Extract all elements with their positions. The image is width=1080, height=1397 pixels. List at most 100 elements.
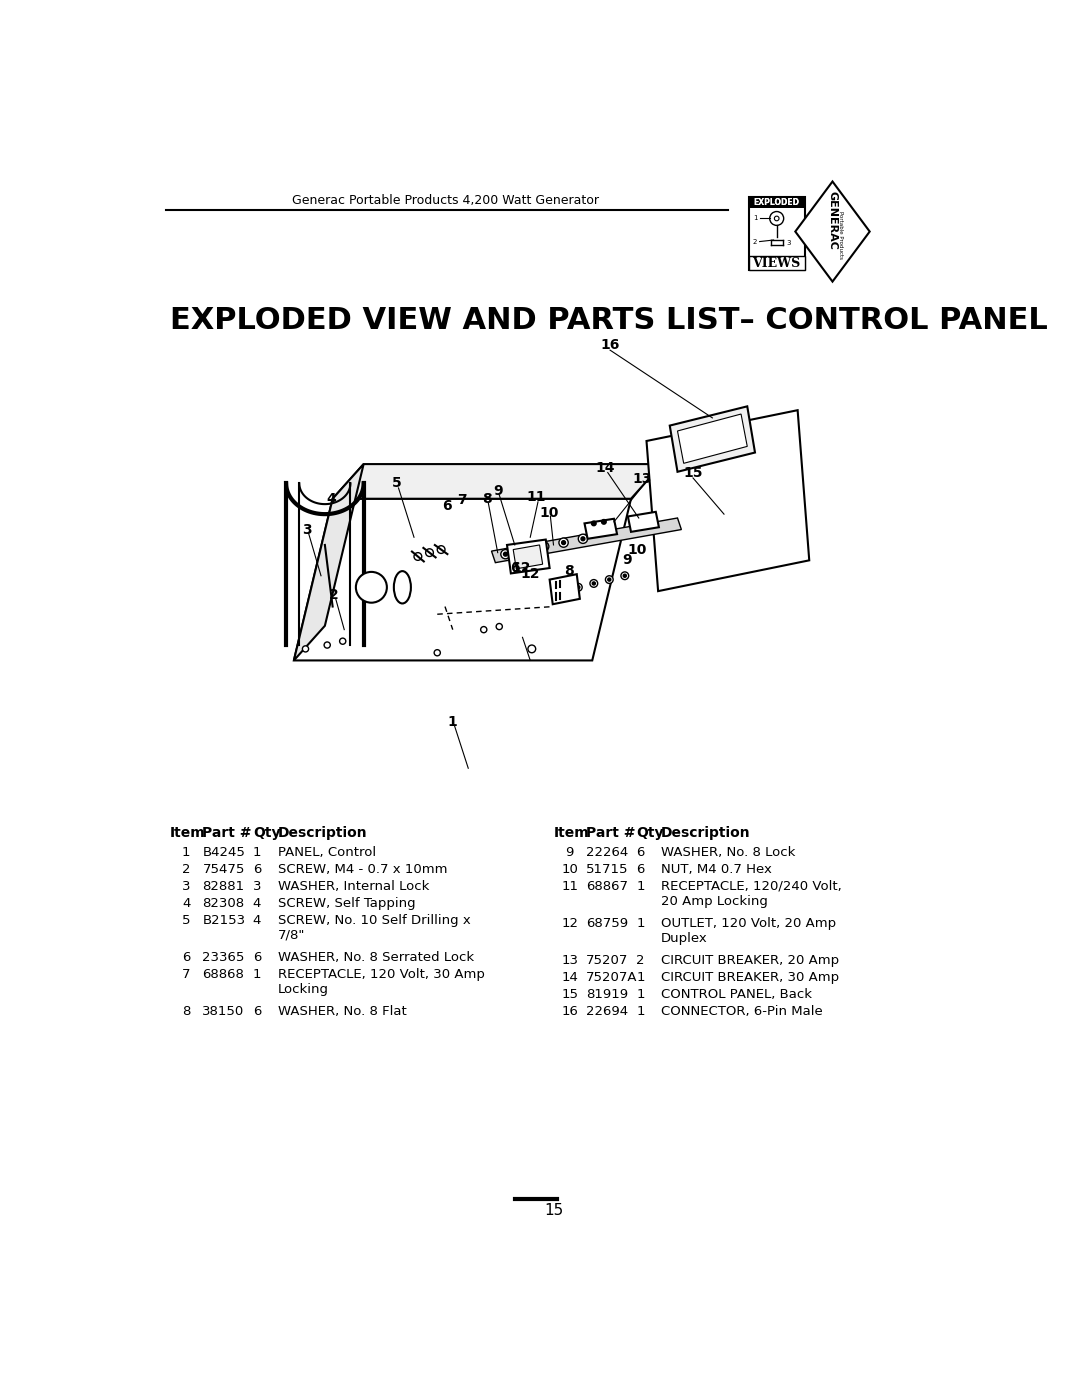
Text: EXPLODED VIEW AND PARTS LIST– CONTROL PANEL: EXPLODED VIEW AND PARTS LIST– CONTROL PA…	[170, 306, 1048, 335]
Circle shape	[606, 576, 613, 584]
Text: Part #: Part #	[202, 826, 252, 840]
Text: 3: 3	[786, 240, 791, 246]
Text: EXPLODED: EXPLODED	[754, 198, 799, 207]
Circle shape	[481, 627, 487, 633]
Text: Qty: Qty	[636, 826, 664, 840]
Circle shape	[575, 584, 582, 591]
Text: B4245: B4245	[202, 847, 245, 859]
Text: 9: 9	[492, 483, 502, 499]
Text: 5: 5	[181, 914, 190, 926]
Text: 3: 3	[253, 880, 261, 893]
Text: Portable Products: Portable Products	[838, 211, 842, 260]
Text: 1: 1	[636, 988, 645, 1000]
Text: 15: 15	[544, 1203, 563, 1218]
Circle shape	[770, 211, 784, 225]
Text: 7: 7	[457, 493, 467, 507]
Text: 11: 11	[562, 880, 578, 893]
Text: 68759: 68759	[586, 916, 629, 930]
Text: 5: 5	[392, 476, 402, 490]
Text: 6: 6	[636, 863, 645, 876]
Circle shape	[324, 643, 330, 648]
Text: 68867: 68867	[586, 880, 629, 893]
Text: 2: 2	[636, 954, 645, 967]
Text: 10: 10	[562, 863, 578, 876]
Circle shape	[559, 538, 568, 548]
Polygon shape	[513, 545, 542, 569]
Circle shape	[501, 549, 510, 559]
Text: GENERAC: GENERAC	[827, 190, 837, 250]
Text: 1: 1	[636, 916, 645, 930]
Circle shape	[592, 583, 595, 585]
Polygon shape	[294, 464, 364, 661]
Polygon shape	[294, 499, 631, 661]
Text: CIRCUIT BREAKER, 20 Amp: CIRCUIT BREAKER, 20 Amp	[661, 954, 839, 967]
Circle shape	[577, 585, 580, 588]
Text: 1: 1	[448, 715, 458, 729]
Text: 8: 8	[482, 492, 491, 506]
Polygon shape	[584, 518, 617, 539]
Circle shape	[602, 520, 606, 524]
Text: 14: 14	[596, 461, 616, 475]
Text: 2: 2	[329, 588, 339, 602]
Polygon shape	[627, 511, 659, 532]
Ellipse shape	[394, 571, 410, 604]
Circle shape	[437, 546, 445, 553]
Circle shape	[562, 541, 566, 545]
Text: 12: 12	[562, 916, 578, 930]
Circle shape	[774, 217, 779, 221]
Text: 12: 12	[511, 562, 530, 576]
Circle shape	[426, 549, 433, 556]
Circle shape	[540, 542, 549, 550]
Text: 6: 6	[443, 500, 453, 514]
Circle shape	[590, 580, 597, 587]
Text: 82881: 82881	[202, 880, 244, 893]
Circle shape	[356, 571, 387, 602]
Text: OUTLET, 120 Volt, 20 Amp
Duplex: OUTLET, 120 Volt, 20 Amp Duplex	[661, 916, 836, 944]
Circle shape	[496, 623, 502, 630]
Circle shape	[521, 546, 529, 555]
Circle shape	[523, 549, 527, 552]
Text: 1: 1	[181, 847, 190, 859]
Text: 8: 8	[564, 564, 573, 578]
Text: Item: Item	[554, 826, 589, 840]
Text: 6: 6	[181, 951, 190, 964]
Text: Description: Description	[661, 826, 751, 840]
Text: CONTROL PANEL, Back: CONTROL PANEL, Back	[661, 988, 812, 1000]
Text: 12: 12	[521, 567, 540, 581]
Text: 9: 9	[622, 553, 632, 567]
Text: 38150: 38150	[202, 1004, 245, 1017]
Circle shape	[339, 638, 346, 644]
Text: Generac Portable Products 4,200 Watt Generator: Generac Portable Products 4,200 Watt Gen…	[292, 194, 598, 207]
Text: 2: 2	[753, 239, 757, 244]
Circle shape	[542, 545, 546, 549]
Text: 22264: 22264	[586, 847, 629, 859]
Circle shape	[621, 571, 629, 580]
Text: CIRCUIT BREAKER, 30 Amp: CIRCUIT BREAKER, 30 Amp	[661, 971, 839, 983]
Text: SCREW, No. 10 Self Drilling x
7/8": SCREW, No. 10 Self Drilling x 7/8"	[278, 914, 471, 942]
Text: WASHER, No. 8 Serrated Lock: WASHER, No. 8 Serrated Lock	[278, 951, 474, 964]
Polygon shape	[670, 407, 755, 472]
Text: 16: 16	[600, 338, 620, 352]
Text: 13: 13	[562, 954, 578, 967]
Polygon shape	[333, 464, 662, 499]
Text: 1: 1	[253, 968, 261, 981]
Circle shape	[302, 645, 309, 652]
Text: PANEL, Control: PANEL, Control	[278, 847, 376, 859]
Text: 22694: 22694	[586, 1004, 629, 1017]
Text: 75207: 75207	[586, 954, 629, 967]
Text: 10: 10	[539, 506, 558, 520]
Text: 13: 13	[632, 472, 651, 486]
Polygon shape	[677, 414, 747, 464]
Circle shape	[503, 552, 508, 556]
Text: CONNECTOR, 6-Pin Male: CONNECTOR, 6-Pin Male	[661, 1004, 823, 1017]
Text: 8: 8	[181, 1004, 190, 1017]
Circle shape	[414, 553, 422, 560]
Text: 1: 1	[753, 215, 757, 222]
Text: RECEPTACLE, 120 Volt, 30 Amp
Locking: RECEPTACLE, 120 Volt, 30 Amp Locking	[278, 968, 485, 996]
Text: 2: 2	[181, 863, 190, 876]
Text: WASHER, No. 8 Flat: WASHER, No. 8 Flat	[278, 1004, 406, 1017]
Text: 16: 16	[562, 1004, 578, 1017]
Text: 81919: 81919	[586, 988, 629, 1000]
Text: EXPLODED: EXPLODED	[754, 198, 799, 207]
Text: Description: Description	[278, 826, 367, 840]
